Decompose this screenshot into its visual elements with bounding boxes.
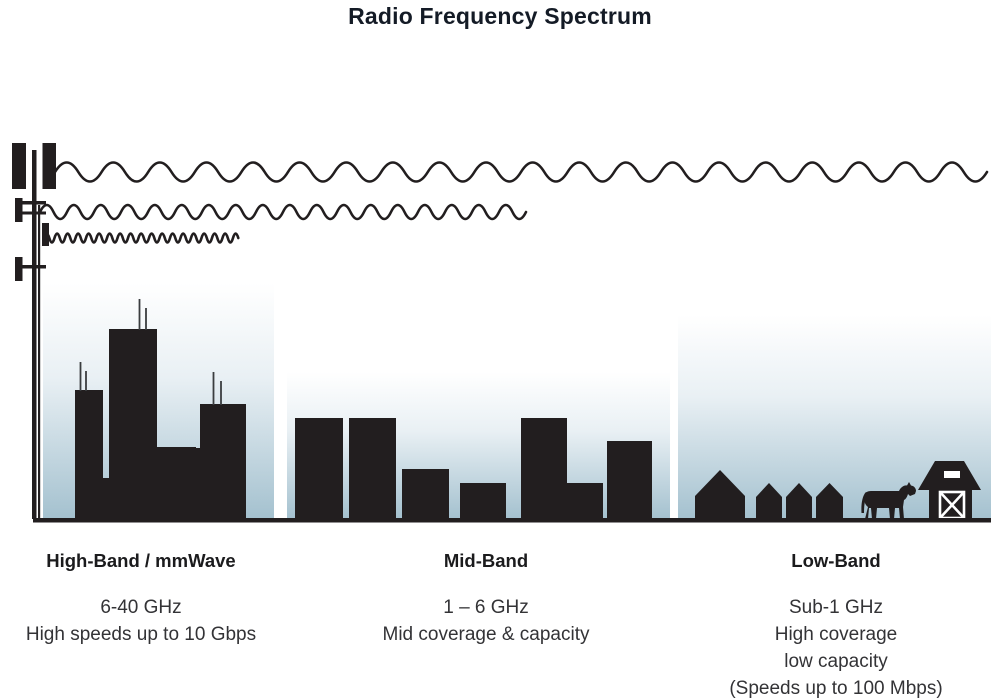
low-frequency-long-wavelength-wave xyxy=(53,161,989,183)
high-band-heading: High-Band / mmWave xyxy=(46,550,236,571)
house-icon xyxy=(786,483,812,519)
high-band-cityscape-icon xyxy=(75,299,246,520)
mid-band-label-block: Mid-Band 1 – 6 GHz Mid coverage & capaci… xyxy=(361,550,611,648)
mid-band-frequency-range: 1 – 6 GHz xyxy=(443,597,529,618)
high-band-label-block: High-Band / mmWave 6-40 GHz High speeds … xyxy=(16,550,266,648)
low-band-coverage: High coverage xyxy=(774,624,898,645)
low-band-farm-icon xyxy=(695,461,981,520)
house-icon xyxy=(756,483,782,519)
barn-icon xyxy=(918,461,981,520)
ground-line xyxy=(33,518,991,523)
high-band-description: High speeds up to 10 Gbps xyxy=(25,624,257,645)
barn-loft-vent xyxy=(944,471,960,478)
low-band-label-block: Low-Band Sub-1 GHz High coverage low cap… xyxy=(706,550,966,700)
mid-band-heading: Mid-Band xyxy=(443,550,529,571)
radio-waves xyxy=(38,161,989,244)
cow-icon xyxy=(864,482,916,519)
high-frequency-short-wavelength-wave xyxy=(42,232,240,244)
rooftop-antennas xyxy=(79,299,222,405)
cow-tail xyxy=(861,492,868,513)
high-band-frequency-range: 6-40 GHz xyxy=(100,597,182,618)
house-icon xyxy=(816,483,843,519)
page-title: Radio Frequency Spectrum xyxy=(348,3,652,29)
low-band-heading: Low-Band xyxy=(791,550,881,571)
house-icon xyxy=(695,470,745,519)
low-band-frequency-range: Sub-1 GHz xyxy=(789,597,883,618)
mid-band-description: Mid coverage & capacity xyxy=(382,624,590,645)
mid-frequency-medium-wavelength-wave xyxy=(38,203,528,221)
mid-band-buildings-icon xyxy=(295,418,652,520)
cell-tower-icon xyxy=(12,143,56,519)
low-band-capacity: low capacity xyxy=(784,651,888,672)
spectrum-illustration xyxy=(12,143,991,523)
low-band-speed-note: (Speeds up to 100 Mbps) xyxy=(729,678,943,699)
